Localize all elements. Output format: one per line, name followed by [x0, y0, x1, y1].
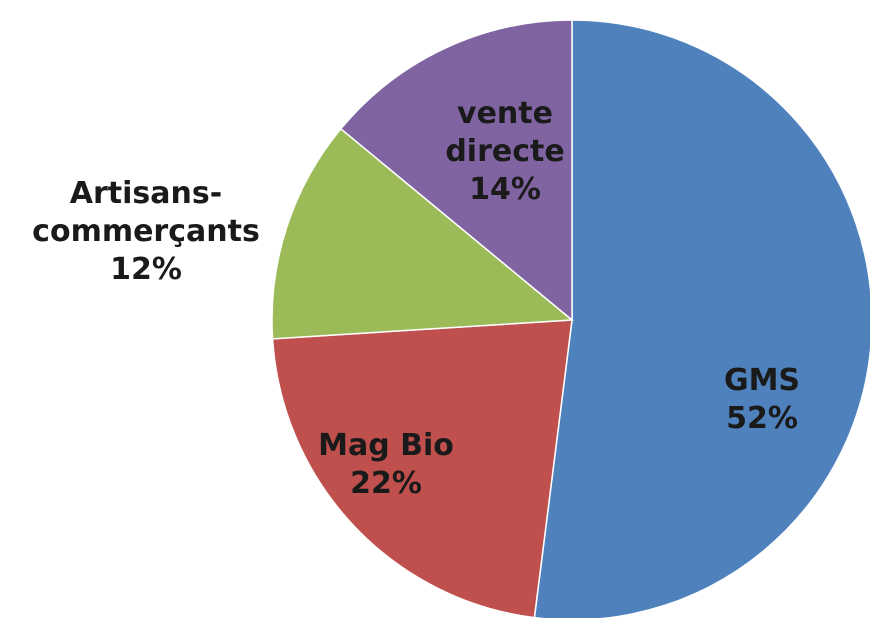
- category-label: vente directe: [445, 96, 565, 169]
- slice: [271, 319, 573, 618]
- category-label: Artisans-commerçants: [32, 176, 260, 249]
- category-label: Mag Bio: [318, 428, 454, 463]
- slice-label: GMS 52%: [682, 362, 842, 438]
- slice: [533, 19, 870, 618]
- category-label: GMS: [723, 363, 801, 398]
- slice-label: vente directe 14%: [430, 95, 580, 209]
- slice-label: Mag Bio 22%: [296, 427, 476, 503]
- value-label: 14%: [469, 172, 541, 207]
- value-label: 52%: [726, 401, 798, 436]
- slice-label: Artisans-commerçants 12%: [16, 175, 276, 289]
- slice: [339, 19, 573, 322]
- value-label: 22%: [350, 466, 422, 501]
- slice: [271, 127, 574, 340]
- value-label: 12%: [110, 252, 182, 287]
